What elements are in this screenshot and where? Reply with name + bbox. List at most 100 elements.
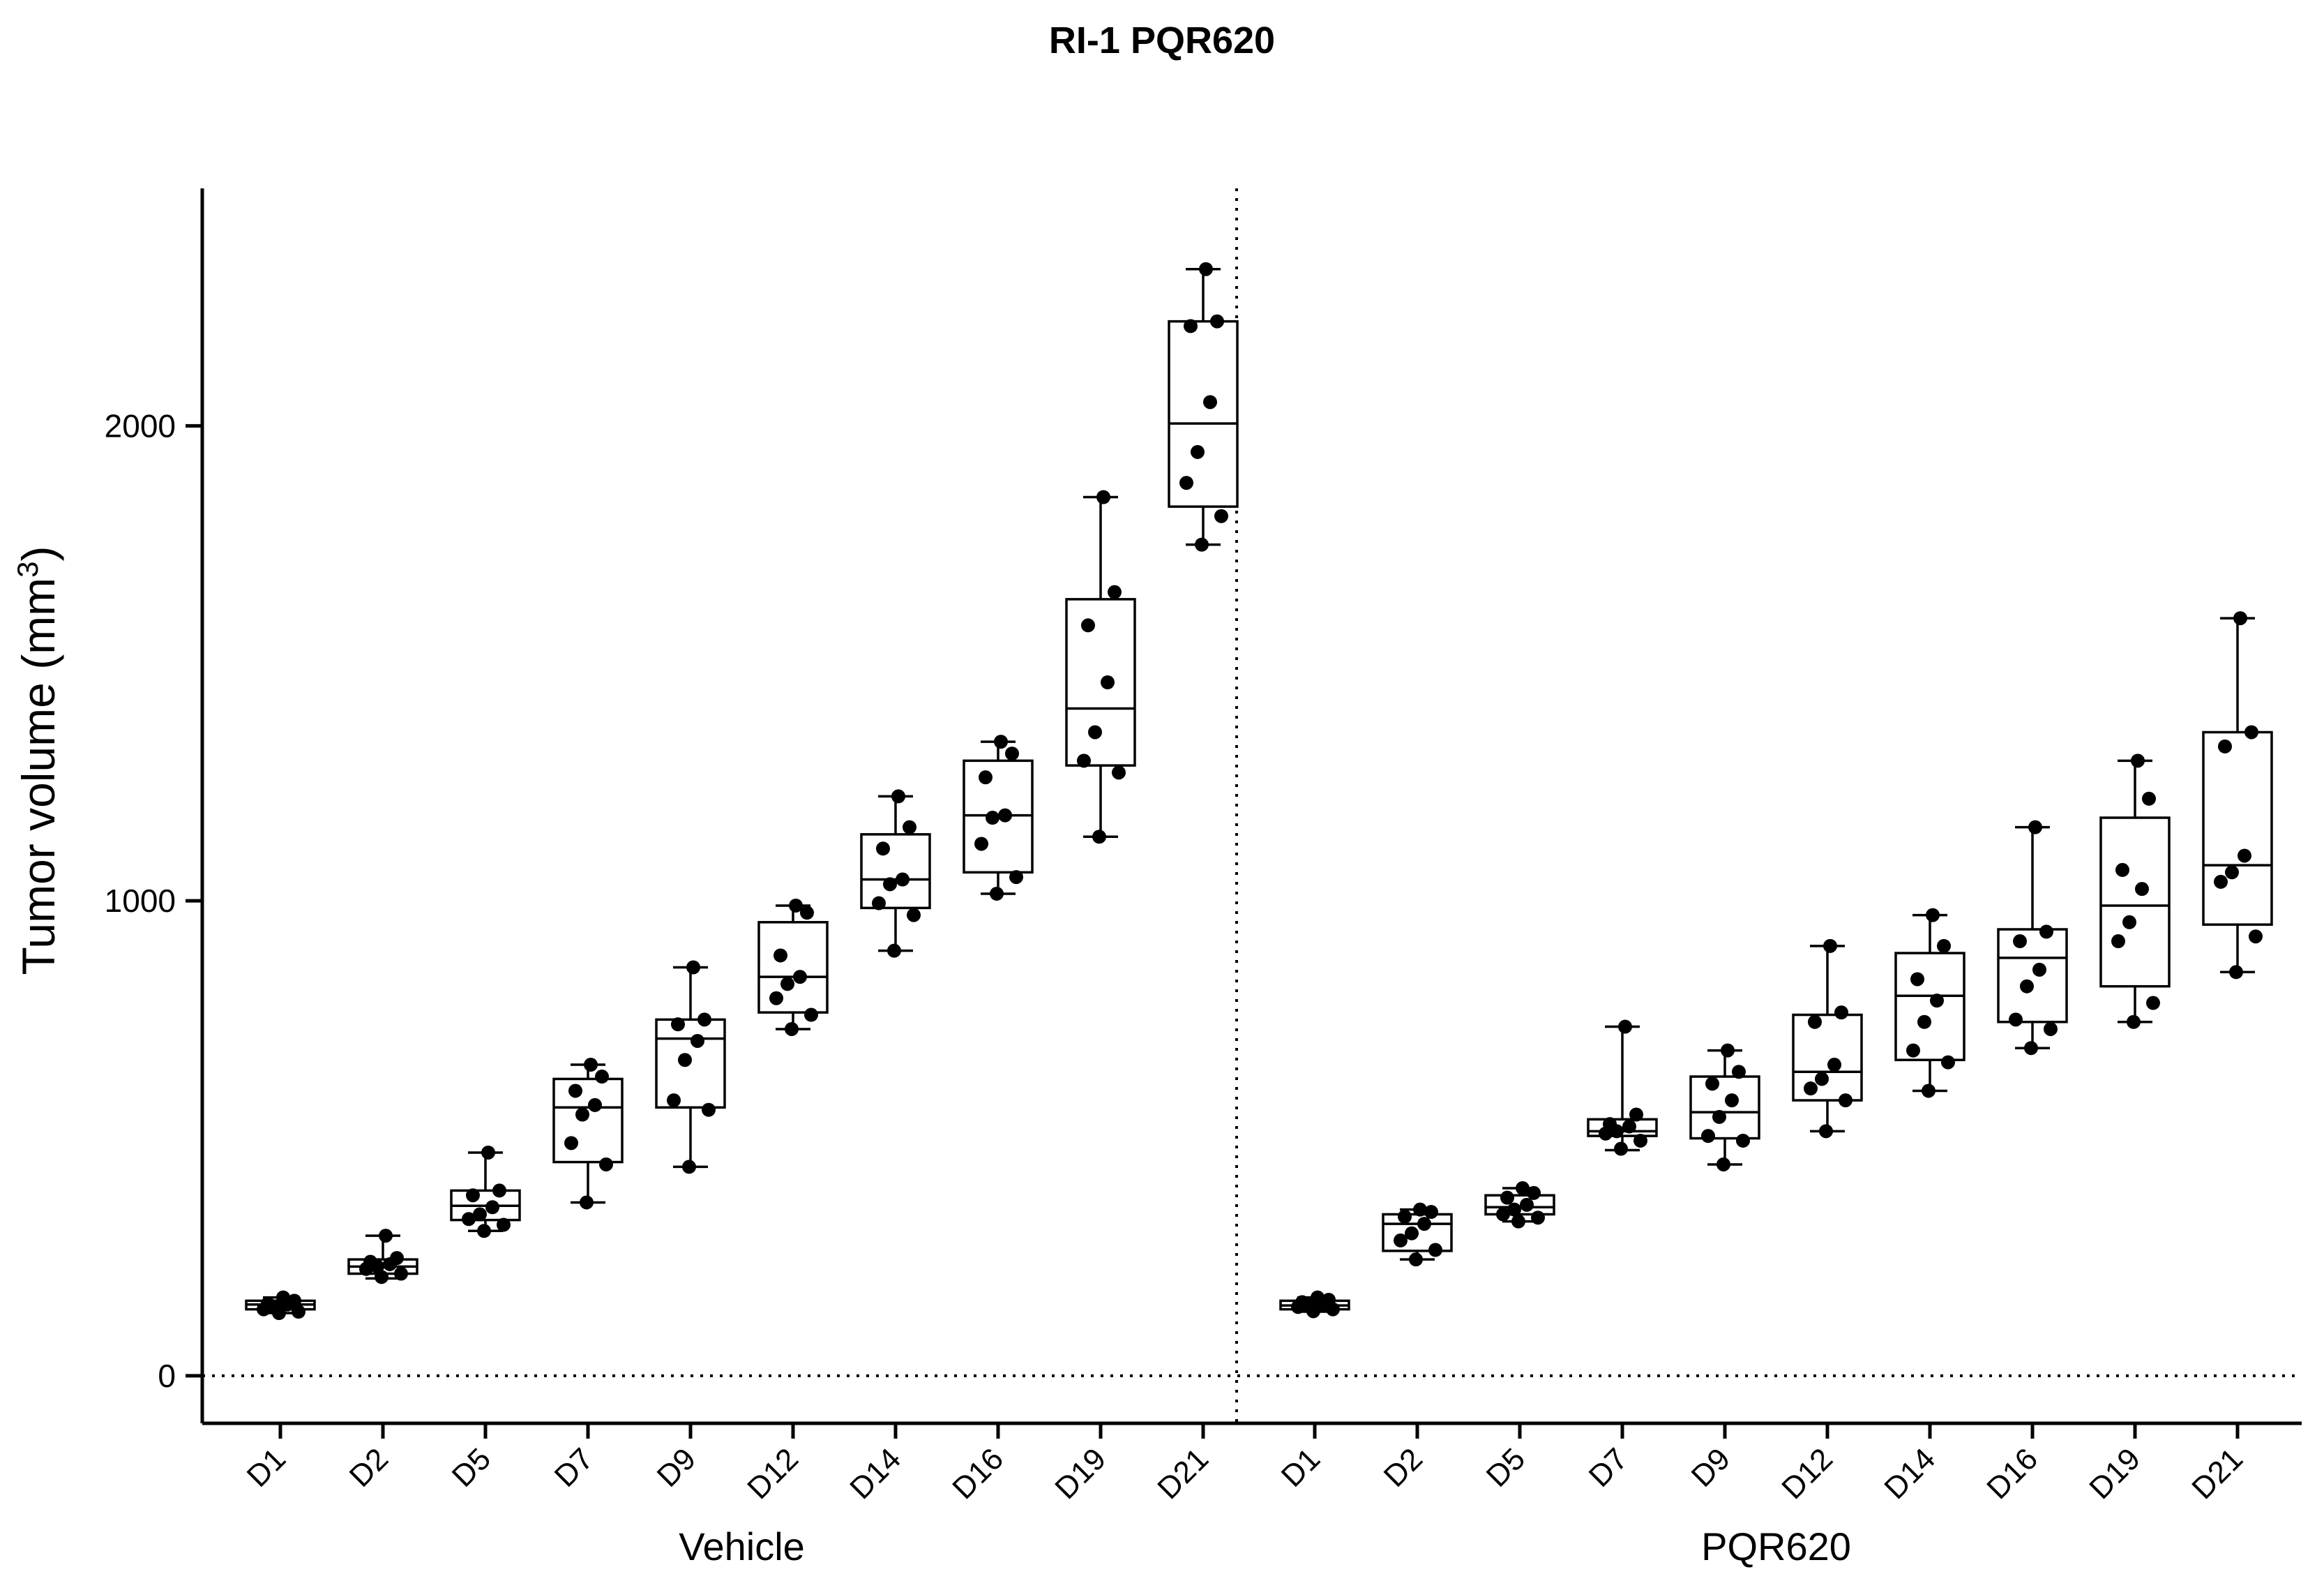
data-point [789, 898, 803, 913]
data-point [1633, 1133, 1647, 1148]
data-point [492, 1183, 506, 1198]
data-point [903, 820, 916, 834]
data-point [1511, 1214, 1525, 1229]
data-point [1618, 1019, 1632, 1034]
box-d2 [1382, 1202, 1453, 1267]
data-point [1937, 938, 1951, 953]
data-point [2135, 882, 2149, 897]
data-point [1179, 476, 1193, 490]
iqr-box [2202, 730, 2273, 926]
data-point [1191, 444, 1205, 459]
data-point [1405, 1226, 1419, 1241]
y-axis-label-superscript: 3 [11, 562, 44, 578]
data-point [595, 1070, 609, 1084]
group-label-vehicle: Vehicle [679, 1524, 805, 1568]
data-point [383, 1257, 397, 1271]
data-point [280, 1297, 294, 1312]
data-point [1199, 262, 1213, 276]
data-point [2122, 915, 2136, 929]
data-point [599, 1157, 613, 1171]
x-tick-label: D14 [843, 1441, 907, 1506]
data-point [1725, 1093, 1739, 1108]
data-point [1088, 725, 1102, 740]
data-point [686, 960, 700, 975]
x-tick-label: D12 [741, 1441, 805, 1506]
data-point [1005, 747, 1019, 761]
data-point [477, 1224, 491, 1238]
data-point [588, 1097, 602, 1112]
data-point [564, 1136, 578, 1150]
data-point [375, 1270, 388, 1284]
data-point [1804, 1081, 1818, 1096]
axes [186, 188, 2302, 1439]
data-point [2028, 820, 2042, 834]
data-point [2249, 929, 2263, 944]
y-axis-label-main: Tumor volume (mm [13, 578, 64, 975]
data-point [2229, 965, 2243, 980]
data-point [891, 789, 905, 804]
data-point [994, 735, 1008, 749]
data-point [584, 1058, 598, 1072]
box-d21 [1168, 262, 1239, 552]
x-tick-label: D2 [343, 1441, 395, 1493]
data-point [2214, 874, 2228, 889]
iqr-box [552, 1077, 624, 1164]
box-d21 [2202, 611, 2273, 980]
data-point [872, 896, 886, 910]
data-point [1112, 765, 1126, 780]
data-point [883, 877, 897, 892]
data-point [974, 837, 988, 851]
data-point [1184, 319, 1198, 333]
data-point [876, 841, 890, 856]
data-point [1081, 618, 1095, 633]
data-point [481, 1145, 495, 1160]
data-point [1520, 1197, 1534, 1212]
series-pqr620 [1279, 611, 2273, 1319]
data-point [1306, 1304, 1320, 1319]
data-point [2013, 934, 2027, 949]
data-point [1203, 395, 1217, 410]
data-point [1629, 1107, 1643, 1122]
iqr-box [1792, 1013, 1863, 1102]
box-d9 [1689, 1043, 1760, 1171]
data-point [1507, 1202, 1521, 1217]
data-point [887, 943, 901, 958]
data-point [678, 1053, 692, 1067]
data-point [1009, 870, 1023, 885]
data-point [1941, 1055, 1955, 1070]
data-point [466, 1188, 480, 1203]
data-point [1736, 1133, 1750, 1148]
x-tick-label: D12 [1775, 1441, 1839, 1506]
iqr-box [860, 833, 931, 910]
iqr-box [1894, 952, 1965, 1061]
iqr-box [1997, 928, 2068, 1024]
data-point [1712, 1109, 1726, 1124]
data-point [986, 811, 999, 825]
data-point [1705, 1077, 1719, 1091]
data-point [1701, 1129, 1715, 1144]
box-d5 [1484, 1181, 1555, 1229]
data-point [257, 1302, 271, 1317]
box-d1 [245, 1290, 316, 1321]
data-point [1917, 1014, 1931, 1029]
data-point [774, 948, 787, 963]
data-point [1527, 1185, 1541, 1200]
data-point [1326, 1302, 1340, 1317]
data-point [998, 808, 1012, 823]
iqr-box [2099, 816, 2171, 988]
data-point [1500, 1190, 1514, 1205]
data-point [485, 1200, 499, 1215]
data-point [1819, 1124, 1833, 1139]
box-series [245, 262, 2273, 1321]
data-point [907, 908, 921, 922]
x-tick-label: D21 [1151, 1441, 1215, 1506]
data-point [1614, 1141, 1628, 1156]
data-point [1823, 938, 1837, 953]
data-point [1906, 1043, 1920, 1058]
data-point [1398, 1209, 1412, 1224]
data-point [793, 970, 807, 984]
reference-lines [202, 188, 2302, 1423]
x-tick-label: D7 [548, 1441, 600, 1493]
x-tick-label: D21 [2185, 1441, 2249, 1506]
data-point [1108, 585, 1122, 599]
